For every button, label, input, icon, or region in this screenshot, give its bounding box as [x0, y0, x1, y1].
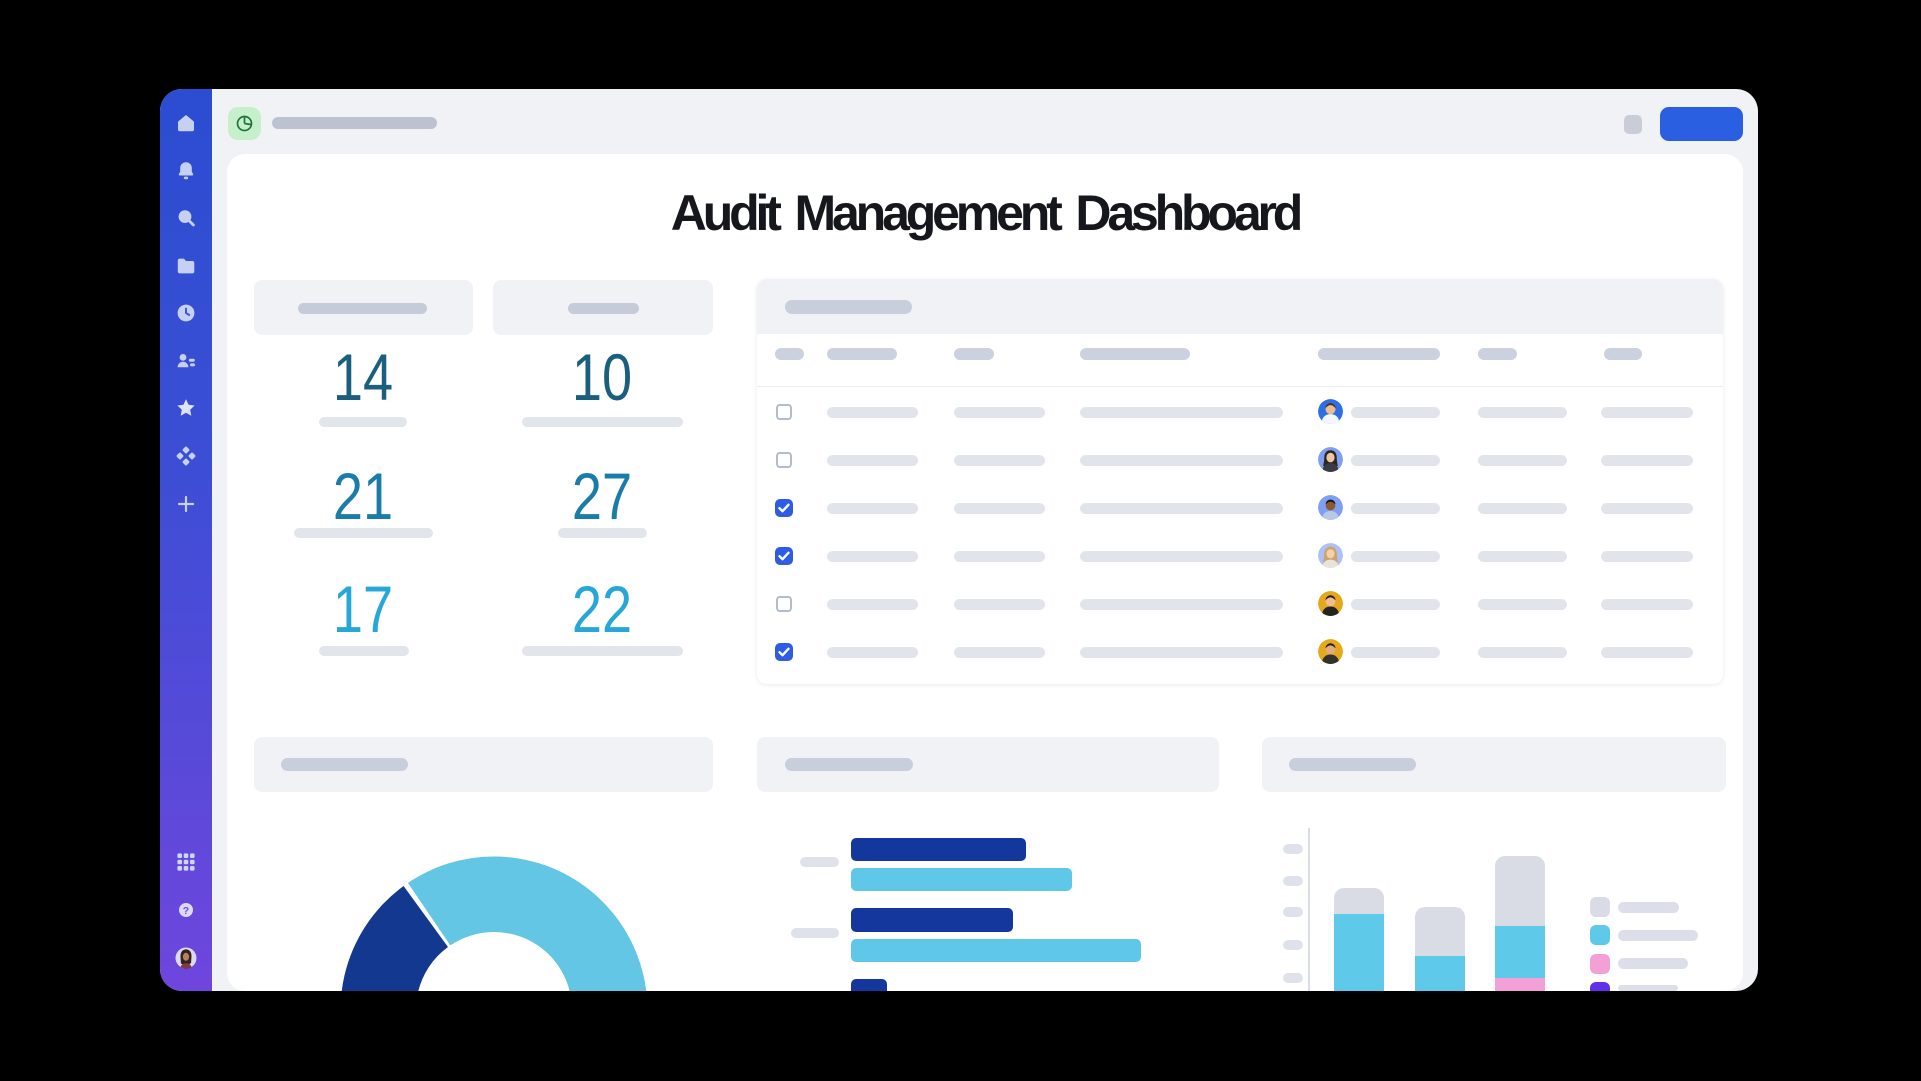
svg-text:?: ? [183, 905, 189, 917]
